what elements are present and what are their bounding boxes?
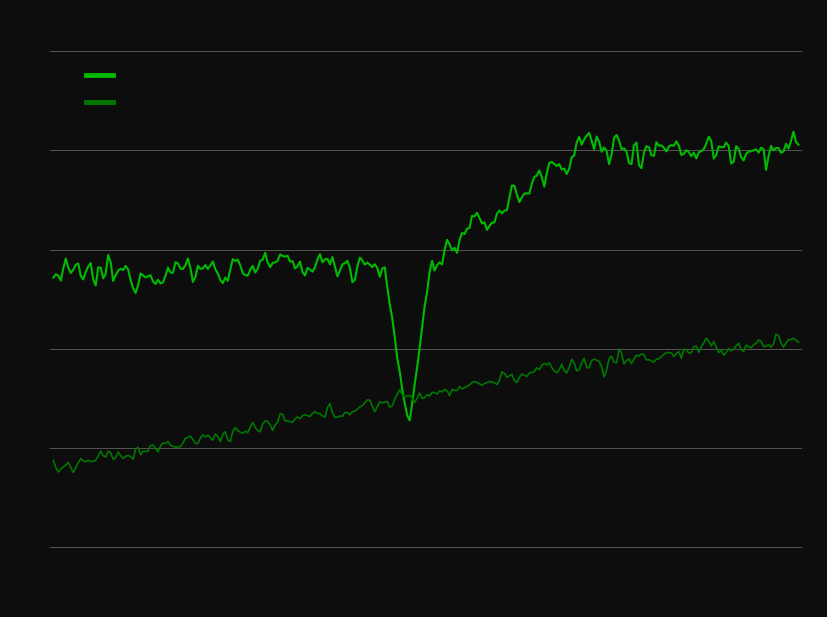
Legend: , : , bbox=[86, 70, 118, 110]
